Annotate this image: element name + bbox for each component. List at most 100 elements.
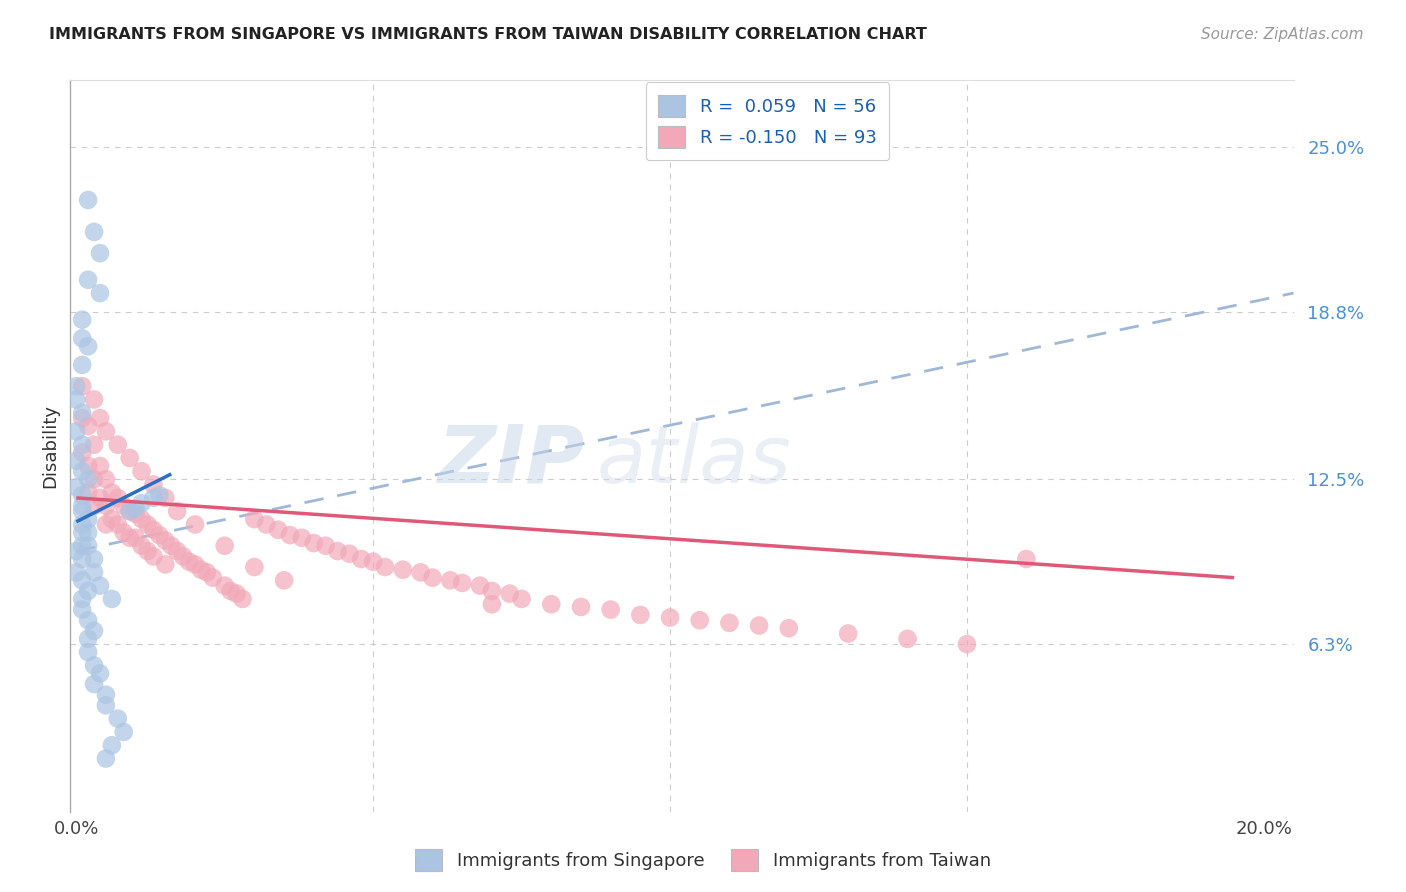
Point: [422, 571, 444, 585]
Point: [83, 499, 105, 513]
Point: [142, 477, 165, 491]
Point: [243, 560, 266, 574]
Point: [70, 504, 93, 518]
Point: [70, 499, 93, 513]
Point: [778, 621, 800, 635]
Point: [896, 632, 918, 646]
Point: [748, 618, 770, 632]
Point: [451, 576, 474, 591]
Point: [142, 491, 165, 505]
Point: [77, 193, 100, 207]
Point: [89, 579, 111, 593]
Point: [70, 331, 93, 345]
Point: [70, 379, 93, 393]
Point: [83, 677, 105, 691]
Point: [65, 566, 87, 580]
Legend: Immigrants from Singapore, Immigrants from Taiwan: Immigrants from Singapore, Immigrants fr…: [408, 842, 998, 879]
Point: [70, 464, 93, 478]
Point: [201, 571, 224, 585]
Point: [155, 558, 177, 572]
Point: [166, 544, 188, 558]
Point: [107, 438, 129, 452]
Point: [70, 517, 93, 532]
Point: [101, 591, 124, 606]
Point: [94, 425, 117, 439]
Point: [142, 523, 165, 537]
Point: [89, 666, 111, 681]
Point: [302, 536, 325, 550]
Point: [101, 738, 124, 752]
Point: [83, 624, 105, 638]
Point: [65, 379, 87, 393]
Point: [148, 488, 170, 502]
Point: [131, 464, 153, 478]
Point: [481, 584, 503, 599]
Point: [65, 480, 87, 494]
Point: [65, 392, 87, 407]
Point: [70, 406, 93, 420]
Point: [94, 688, 117, 702]
Point: [118, 531, 141, 545]
Point: [628, 607, 651, 622]
Point: [837, 626, 859, 640]
Point: [70, 525, 93, 540]
Point: [160, 539, 183, 553]
Point: [89, 246, 111, 260]
Point: [107, 712, 129, 726]
Point: [540, 597, 562, 611]
Point: [77, 458, 100, 473]
Point: [65, 453, 87, 467]
Point: [718, 615, 741, 630]
Point: [70, 488, 93, 502]
Point: [273, 574, 295, 588]
Point: [83, 392, 105, 407]
Point: [136, 544, 159, 558]
Point: [214, 579, 236, 593]
Point: [374, 560, 396, 574]
Point: [65, 544, 87, 558]
Point: [439, 574, 461, 588]
Point: [243, 512, 266, 526]
Point: [569, 599, 592, 614]
Point: [155, 491, 177, 505]
Point: [70, 574, 93, 588]
Point: [1015, 552, 1038, 566]
Point: [177, 555, 200, 569]
Text: Source: ZipAtlas.com: Source: ZipAtlas.com: [1201, 27, 1364, 42]
Point: [77, 472, 100, 486]
Point: [70, 411, 93, 425]
Point: [131, 539, 153, 553]
Point: [77, 273, 100, 287]
Point: [77, 419, 100, 434]
Point: [350, 552, 373, 566]
Point: [142, 549, 165, 564]
Point: [118, 504, 141, 518]
Point: [65, 425, 87, 439]
Point: [124, 531, 146, 545]
Point: [131, 512, 153, 526]
Point: [107, 491, 129, 505]
Point: [70, 552, 93, 566]
Point: [70, 312, 93, 326]
Point: [956, 637, 979, 651]
Point: [83, 658, 105, 673]
Point: [70, 591, 93, 606]
Point: [510, 591, 533, 606]
Point: [77, 632, 100, 646]
Point: [89, 286, 111, 301]
Point: [124, 501, 146, 516]
Point: [219, 584, 242, 599]
Point: [659, 610, 682, 624]
Point: [214, 539, 236, 553]
Point: [70, 445, 93, 459]
Point: [112, 499, 135, 513]
Point: [136, 517, 159, 532]
Point: [291, 531, 314, 545]
Point: [118, 450, 141, 465]
Point: [77, 339, 100, 353]
Point: [689, 613, 711, 627]
Point: [124, 507, 146, 521]
Point: [112, 725, 135, 739]
Text: atlas: atlas: [596, 422, 792, 500]
Point: [481, 597, 503, 611]
